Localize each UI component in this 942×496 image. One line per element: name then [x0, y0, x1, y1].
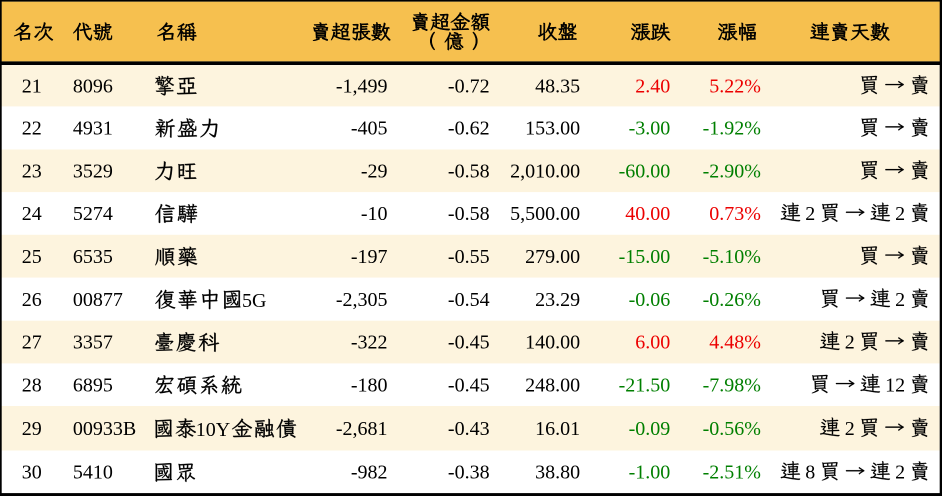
svg-text:-322: -322 [351, 332, 388, 354]
svg-text:48.35: 48.35 [535, 75, 580, 97]
svg-text:6895: 6895 [73, 374, 113, 396]
svg-text:-2.51%: -2.51% [703, 462, 761, 484]
svg-text:-0.06: -0.06 [629, 289, 671, 311]
svg-text:-1.00: -1.00 [629, 462, 671, 484]
svg-text:-5.10%: -5.10% [703, 246, 761, 268]
svg-text:25: 25 [22, 246, 42, 268]
svg-text:140.00: 140.00 [525, 332, 580, 354]
svg-text:2: 2 [895, 462, 905, 484]
svg-text:-10: -10 [361, 203, 388, 225]
svg-text:2.40: 2.40 [635, 75, 670, 97]
svg-text:21: 21 [22, 75, 42, 97]
svg-text:3357: 3357 [73, 332, 113, 354]
svg-text:153.00: 153.00 [525, 118, 580, 140]
svg-text:279.00: 279.00 [525, 246, 580, 268]
svg-text:5274: 5274 [73, 203, 113, 225]
svg-text:2: 2 [895, 203, 905, 225]
svg-text:2: 2 [895, 289, 905, 311]
svg-text:00877: 00877 [73, 289, 123, 311]
svg-text:-0.58: -0.58 [448, 203, 490, 225]
svg-text:23: 23 [22, 160, 42, 182]
svg-text:-0.43: -0.43 [448, 418, 490, 440]
svg-text:-7.98%: -7.98% [703, 374, 761, 396]
svg-text:6535: 6535 [73, 246, 113, 268]
svg-text:-0.45: -0.45 [448, 374, 490, 396]
svg-text:-2.90%: -2.90% [703, 160, 761, 182]
svg-text:-3.00: -3.00 [629, 118, 671, 140]
svg-text:2: 2 [805, 203, 815, 225]
svg-text:10Y: 10Y [196, 419, 230, 441]
svg-text:4931: 4931 [73, 118, 113, 140]
svg-text:8: 8 [805, 462, 815, 484]
svg-text:16.01: 16.01 [535, 418, 580, 440]
svg-text:-982: -982 [351, 462, 388, 484]
svg-text:30: 30 [22, 462, 42, 484]
svg-text:24: 24 [22, 203, 42, 225]
svg-text:2,010.00: 2,010.00 [510, 160, 580, 182]
svg-text:-29: -29 [361, 160, 388, 182]
svg-text:-0.45: -0.45 [448, 332, 490, 354]
svg-text:00933B: 00933B [73, 418, 136, 440]
svg-text:-21.50: -21.50 [619, 374, 671, 396]
svg-text:38.80: 38.80 [535, 462, 580, 484]
svg-text:12: 12 [885, 374, 905, 396]
svg-text:-15.00: -15.00 [619, 246, 671, 268]
svg-text:248.00: 248.00 [525, 374, 580, 396]
svg-text:-405: -405 [351, 118, 388, 140]
svg-text:0.73%: 0.73% [709, 203, 761, 225]
svg-text:-0.54: -0.54 [448, 289, 490, 311]
svg-text:5G: 5G [242, 290, 266, 312]
svg-text:-0.62: -0.62 [448, 118, 490, 140]
svg-text:2: 2 [845, 332, 855, 354]
svg-text:-197: -197 [351, 246, 388, 268]
svg-text:-180: -180 [351, 374, 388, 396]
svg-text:-0.09: -0.09 [629, 418, 671, 440]
svg-text:5410: 5410 [73, 462, 113, 484]
svg-text:40.00: 40.00 [625, 203, 670, 225]
svg-text:2: 2 [845, 418, 855, 440]
svg-text:5.22%: 5.22% [709, 75, 761, 97]
svg-text:-2,305: -2,305 [336, 289, 388, 311]
svg-text:28: 28 [22, 374, 42, 396]
svg-text:-1.92%: -1.92% [703, 118, 761, 140]
svg-text:-0.38: -0.38 [448, 462, 490, 484]
svg-text:-0.56%: -0.56% [703, 418, 761, 440]
svg-text:-0.58: -0.58 [448, 160, 490, 182]
svg-text:3529: 3529 [73, 160, 113, 182]
svg-text:8096: 8096 [73, 75, 113, 97]
svg-text:-1,499: -1,499 [336, 75, 388, 97]
svg-text:-0.72: -0.72 [448, 75, 490, 97]
svg-text:-2,681: -2,681 [336, 418, 388, 440]
svg-text:27: 27 [22, 332, 42, 354]
svg-text:23.29: 23.29 [535, 289, 580, 311]
svg-text:5,500.00: 5,500.00 [510, 203, 580, 225]
svg-text:-60.00: -60.00 [619, 160, 671, 182]
svg-text:-0.26%: -0.26% [703, 289, 761, 311]
svg-text:29: 29 [22, 418, 42, 440]
svg-text:22: 22 [22, 118, 42, 140]
svg-text:6.00: 6.00 [635, 332, 670, 354]
svg-text:-0.55: -0.55 [448, 246, 490, 268]
svg-text:26: 26 [22, 289, 42, 311]
svg-text:4.48%: 4.48% [709, 332, 761, 354]
